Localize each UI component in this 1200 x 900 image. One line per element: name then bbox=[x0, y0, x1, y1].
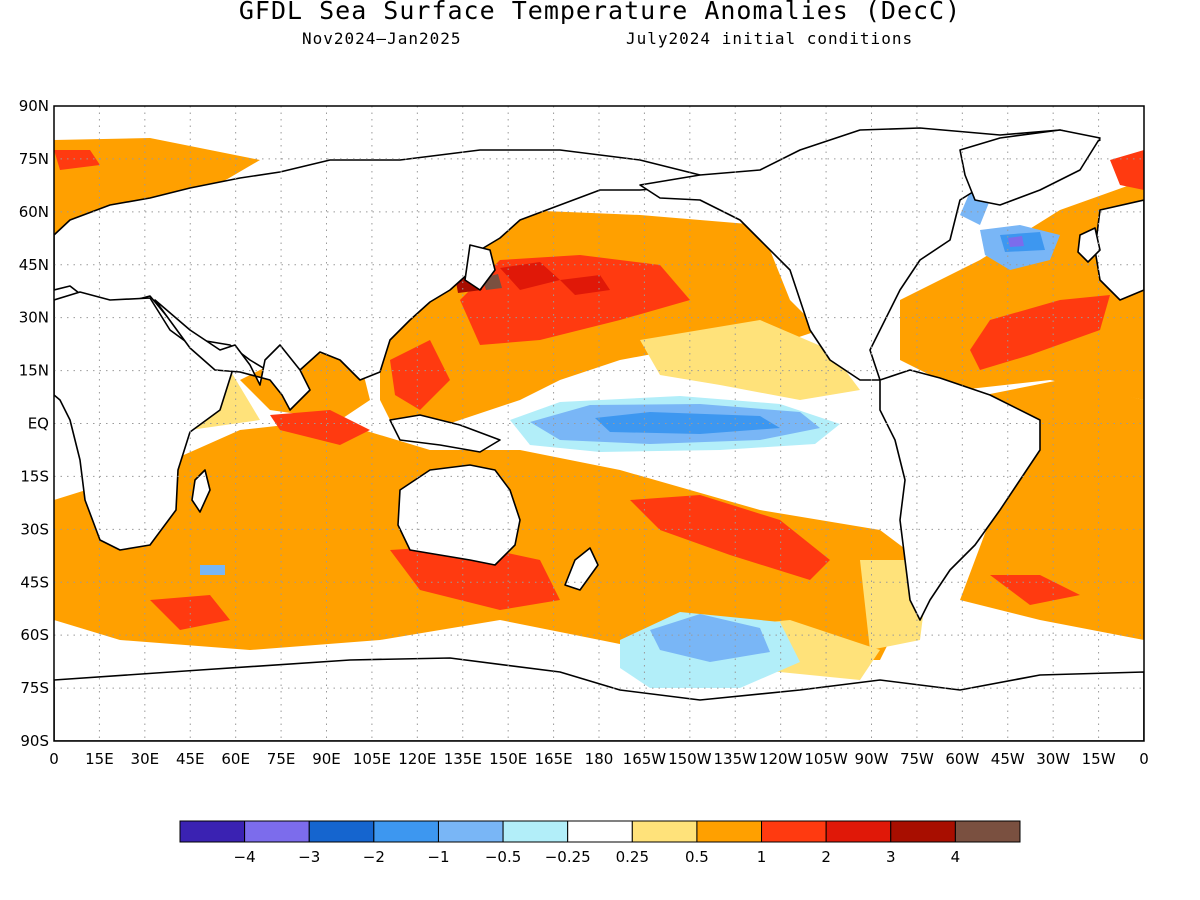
longitude-labels: 0 15E 30E 45E 60E 75E 90E 105E 120E 135E 150E 165E 1… bbox=[49, 750, 1149, 768]
africa bbox=[54, 291, 233, 551]
colorbar bbox=[179, 820, 1021, 843]
latitude-label: 60N bbox=[19, 203, 49, 221]
colorbar-swatch bbox=[825, 820, 892, 843]
colorbar-swatch bbox=[954, 820, 1021, 843]
initial-conditions-label: July2024 initial conditions bbox=[626, 29, 914, 48]
longitude-label: 165E bbox=[535, 750, 573, 768]
colorbar-tick-label: 2 bbox=[821, 848, 831, 866]
colorbar-tick-label: 4 bbox=[951, 848, 961, 866]
colorbar-swatch bbox=[696, 820, 763, 843]
latitude-label: 90N bbox=[19, 97, 49, 115]
longitude-label: 135E bbox=[444, 750, 482, 768]
longitude-label: 105W bbox=[804, 750, 848, 768]
latitude-label: 30N bbox=[19, 309, 49, 327]
madagascar bbox=[191, 469, 211, 513]
longitude-label: 75W bbox=[900, 750, 934, 768]
colorbar-tick-label: −0.5 bbox=[485, 848, 521, 866]
colorbar-swatch bbox=[761, 820, 827, 843]
colorbar-tick-label: 1 bbox=[757, 848, 767, 866]
very-strong-warm-regions bbox=[500, 262, 610, 295]
colorbar-tick-label: 3 bbox=[886, 848, 896, 866]
longitude-label: 45E bbox=[176, 750, 205, 768]
longitude-label: 60E bbox=[221, 750, 250, 768]
colorbar-tick-label: 0.25 bbox=[616, 848, 649, 866]
latitude-label: 15S bbox=[20, 467, 49, 485]
forecast-period: Nov2024–Jan2025 bbox=[302, 29, 462, 48]
latitude-label: 30S bbox=[20, 520, 49, 538]
cool-extreme-regions bbox=[1008, 236, 1024, 247]
longitude-label: 15W bbox=[1082, 750, 1116, 768]
longitude-label: 15E bbox=[85, 750, 114, 768]
uk-iceland bbox=[1077, 227, 1101, 263]
south-america bbox=[879, 369, 1041, 621]
colorbar-labels: −4 −3 −2 −1 −0.5 −0.25 0.25 0.5 1 2 3 4 bbox=[234, 848, 961, 866]
longitude-label: 150E bbox=[489, 750, 527, 768]
longitude-label: 90E bbox=[312, 750, 341, 768]
colorbar-tick-label: −4 bbox=[234, 848, 256, 866]
japan bbox=[464, 244, 496, 291]
colorbar-swatch bbox=[179, 820, 246, 843]
colorbar-swatch bbox=[631, 820, 698, 843]
latitude-label: 75S bbox=[20, 679, 49, 697]
colorbar-tick-label: −3 bbox=[298, 848, 320, 866]
colorbar-tick-label: −2 bbox=[363, 848, 385, 866]
colorbar-tick-label: 0.5 bbox=[685, 848, 709, 866]
colorbar-swatch bbox=[244, 820, 310, 843]
longitude-label: 0 bbox=[1139, 750, 1149, 768]
longitude-label: 90W bbox=[855, 750, 889, 768]
longitude-label: 30E bbox=[131, 750, 160, 768]
arabia-india bbox=[154, 299, 311, 411]
longitude-label: 0 bbox=[49, 750, 59, 768]
new-zealand bbox=[564, 547, 599, 591]
indonesia bbox=[389, 414, 501, 453]
latitude-labels: 90N 75N 60N 45N 30N 15N EQ 15S 30S 45S 60S 75S 90S bbox=[19, 97, 49, 750]
latitude-label: 60S bbox=[20, 626, 49, 644]
longitude-label: 75E bbox=[267, 750, 296, 768]
colorbar-swatch bbox=[437, 820, 504, 843]
longitude-label: 135W bbox=[714, 750, 758, 768]
map-title: GFDL Sea Surface Temperature Anomalies (… bbox=[238, 0, 962, 25]
longitude-label: 180 bbox=[585, 750, 614, 768]
latitude-label: 75N bbox=[19, 150, 49, 168]
north-america bbox=[639, 127, 1101, 381]
longitude-label: 105E bbox=[353, 750, 391, 768]
colorbar-swatch bbox=[567, 820, 633, 843]
latitude-label: 45S bbox=[20, 573, 49, 591]
longitude-label: 60W bbox=[945, 750, 979, 768]
latitude-label: 15N bbox=[19, 362, 49, 380]
colorbar-tick-label: −1 bbox=[427, 848, 449, 866]
colorbar-swatch bbox=[308, 820, 375, 843]
colorbar-swatch bbox=[502, 820, 569, 843]
longitude-label: 30W bbox=[1036, 750, 1070, 768]
latitude-label: EQ bbox=[28, 415, 49, 433]
longitude-label: 165W bbox=[623, 750, 667, 768]
greenland bbox=[959, 129, 1101, 206]
longitude-label: 120E bbox=[398, 750, 436, 768]
australia bbox=[397, 464, 521, 566]
longitude-label: 150W bbox=[668, 750, 712, 768]
map-frame bbox=[53, 105, 1145, 742]
colorbar-tick-label: −0.25 bbox=[545, 848, 591, 866]
anomaly-field bbox=[54, 106, 1144, 741]
colorbar-swatch bbox=[890, 820, 956, 843]
longitude-label: 120W bbox=[759, 750, 803, 768]
longitude-label: 45W bbox=[991, 750, 1025, 768]
colorbar-swatch bbox=[373, 820, 439, 843]
latitude-label: 90S bbox=[20, 732, 49, 750]
latitude-label: 45N bbox=[19, 256, 49, 274]
